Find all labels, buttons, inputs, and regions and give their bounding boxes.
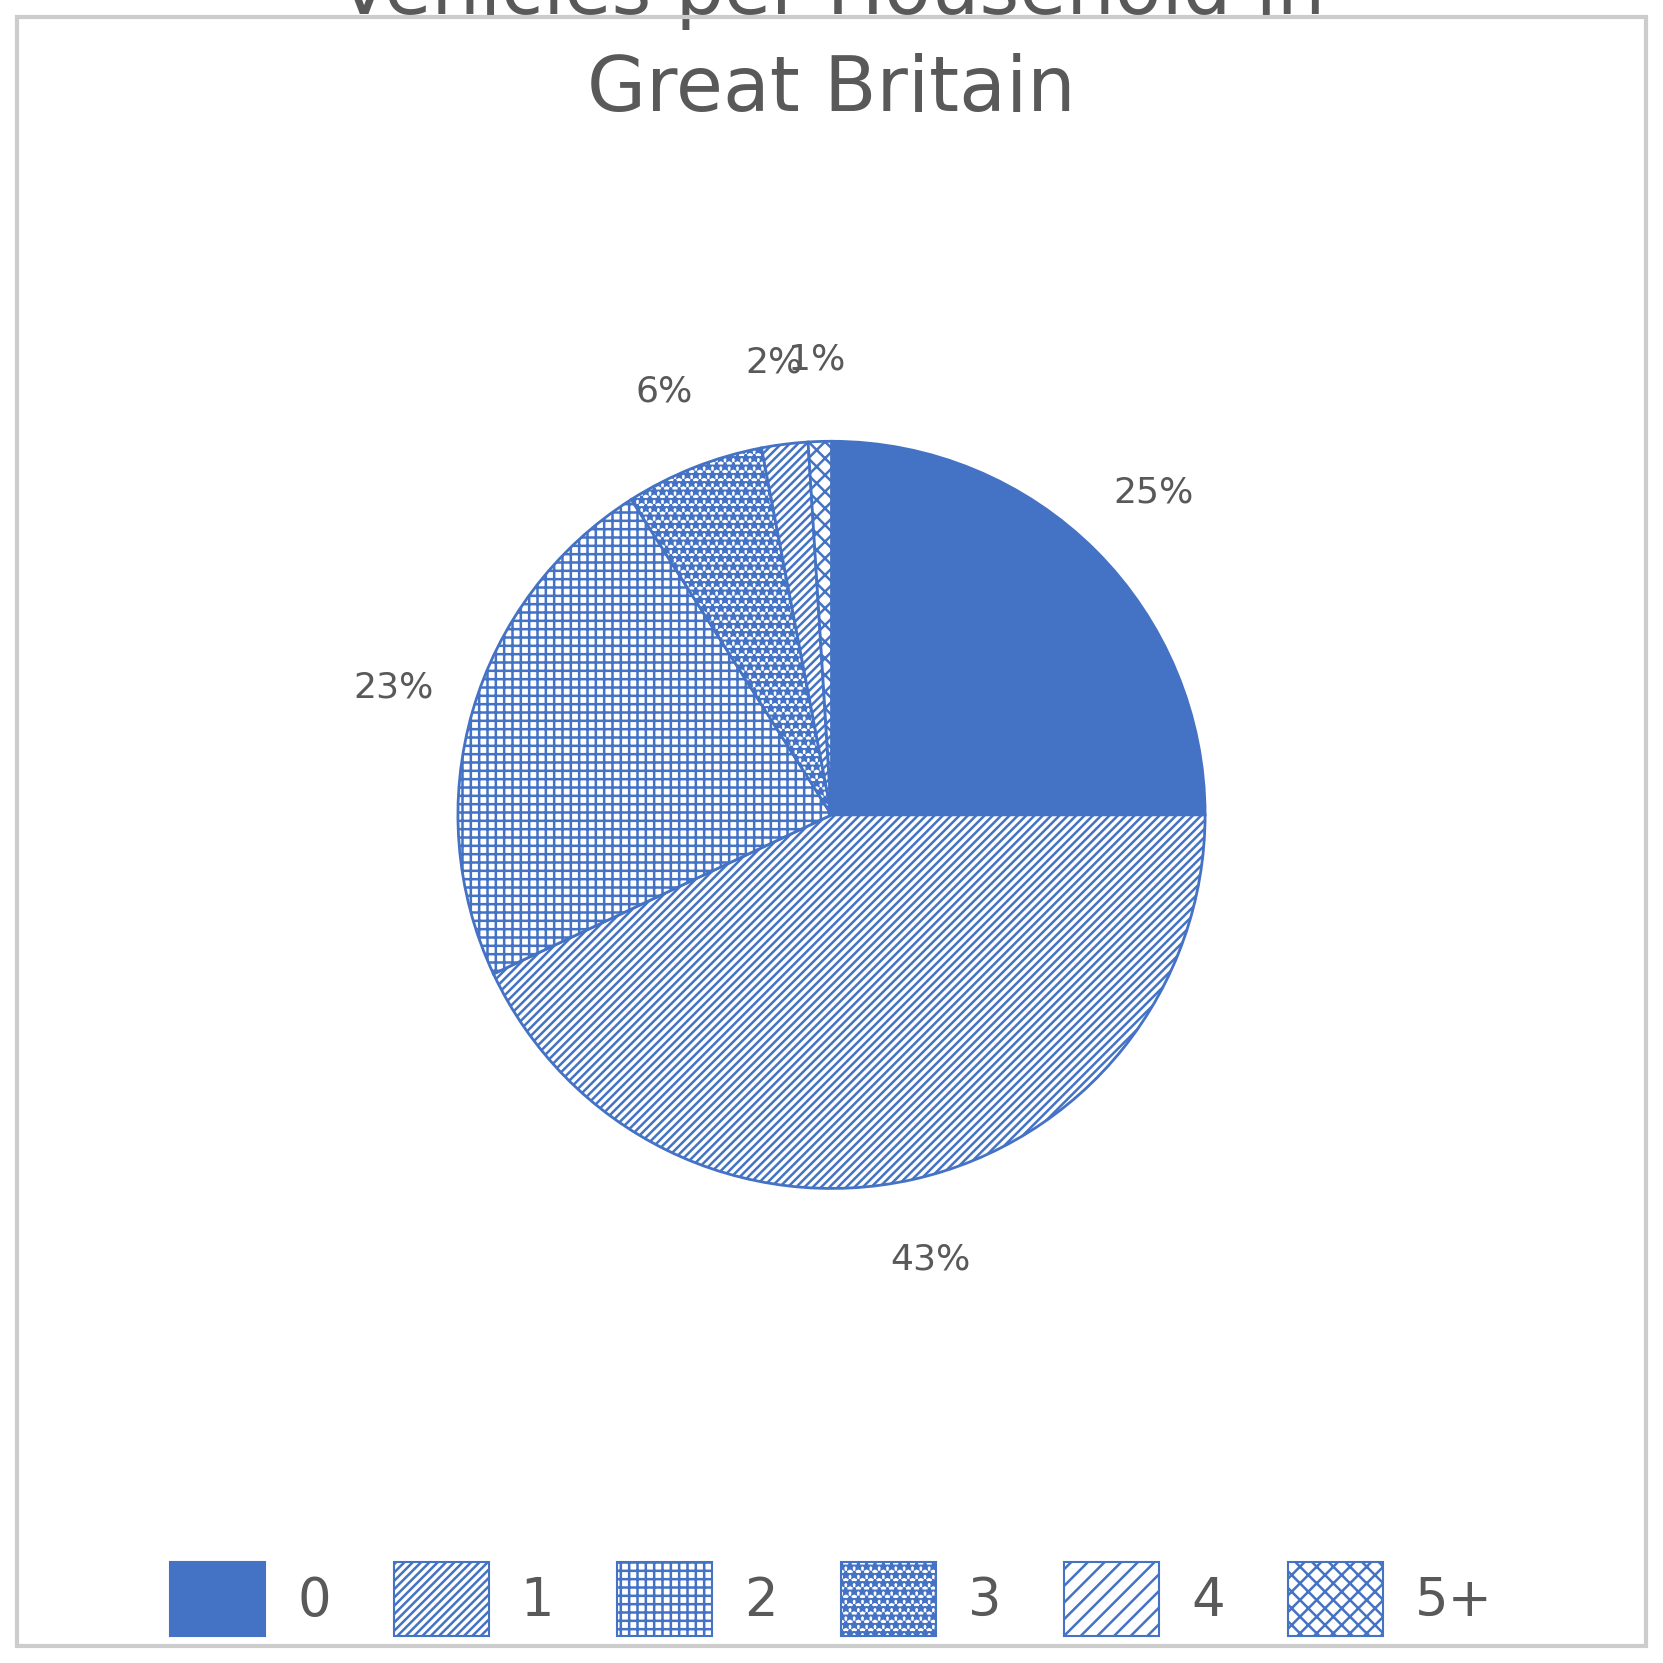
Title: Vehicles per Household in
Great Britain: Vehicles per Household in Great Britain (338, 0, 1325, 126)
Text: 1%: 1% (788, 343, 846, 376)
Wedge shape (494, 815, 1206, 1189)
Text: 2%: 2% (745, 346, 803, 379)
Text: 23%: 23% (354, 670, 434, 705)
Wedge shape (832, 441, 1206, 815)
Text: 43%: 43% (891, 1242, 971, 1277)
Text: 25%: 25% (1114, 476, 1194, 509)
Wedge shape (808, 441, 832, 815)
Wedge shape (762, 442, 832, 815)
Text: 6%: 6% (635, 374, 692, 407)
Legend: 0, 1, 2, 3, 4, 5+: 0, 1, 2, 3, 4, 5+ (150, 1540, 1513, 1658)
Wedge shape (632, 447, 832, 815)
Wedge shape (457, 499, 832, 975)
